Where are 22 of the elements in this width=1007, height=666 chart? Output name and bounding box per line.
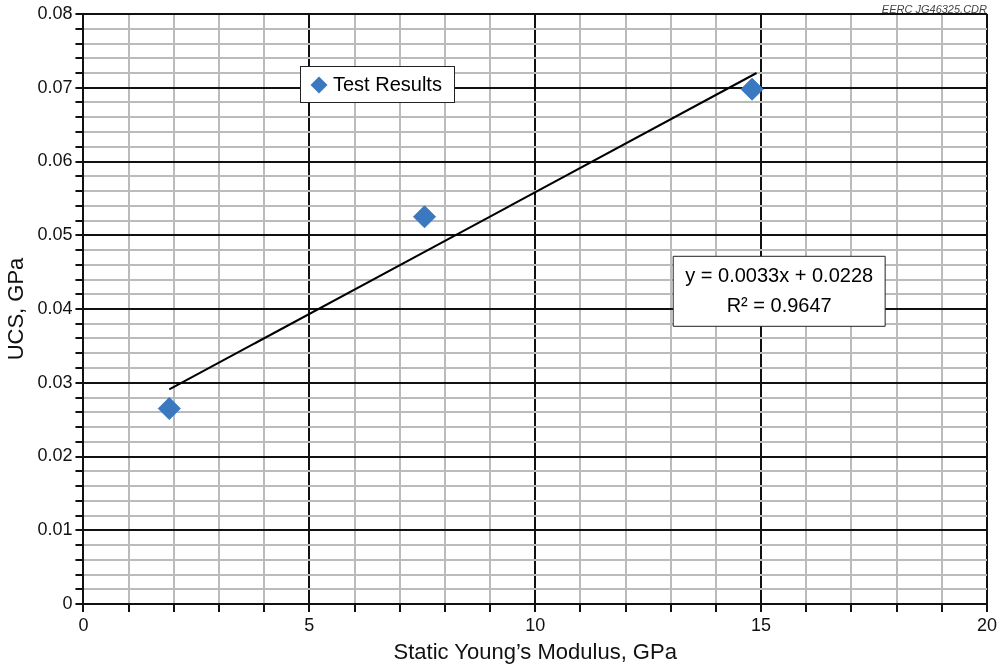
- x-tick-label: 5: [304, 614, 315, 635]
- y-tick-label: 0.07: [37, 76, 73, 97]
- y-tick-label: 0.02: [37, 445, 73, 466]
- x-tick-label: 15: [751, 614, 772, 635]
- annotation: EERC JG46325.CDR: [881, 3, 987, 15]
- x-tick-label: 0: [78, 614, 89, 635]
- y-tick-label: 0.05: [37, 224, 73, 245]
- y-tick-label: 0.04: [37, 297, 73, 318]
- y-axis-title: UCS, GPa: [3, 256, 29, 361]
- point: [740, 77, 764, 101]
- x-axis-title: Static Young’s Modulus, GPa: [393, 638, 678, 664]
- legend-label: Test Results: [333, 73, 442, 96]
- y-tick-label: 0.01: [37, 519, 73, 540]
- point: [157, 397, 181, 421]
- x-tick-label: 10: [525, 614, 546, 635]
- y-tick-label: 0.08: [37, 2, 73, 23]
- y-tick-label: 0.03: [37, 371, 73, 392]
- y-tick-label: 0.06: [37, 150, 73, 171]
- y-tick-label: 0: [62, 592, 73, 613]
- x-tick-label: 20: [976, 614, 998, 635]
- point: [413, 205, 437, 229]
- annotation: y = 0.0033x + 0.0228 R² = 0.9647: [685, 263, 874, 316]
